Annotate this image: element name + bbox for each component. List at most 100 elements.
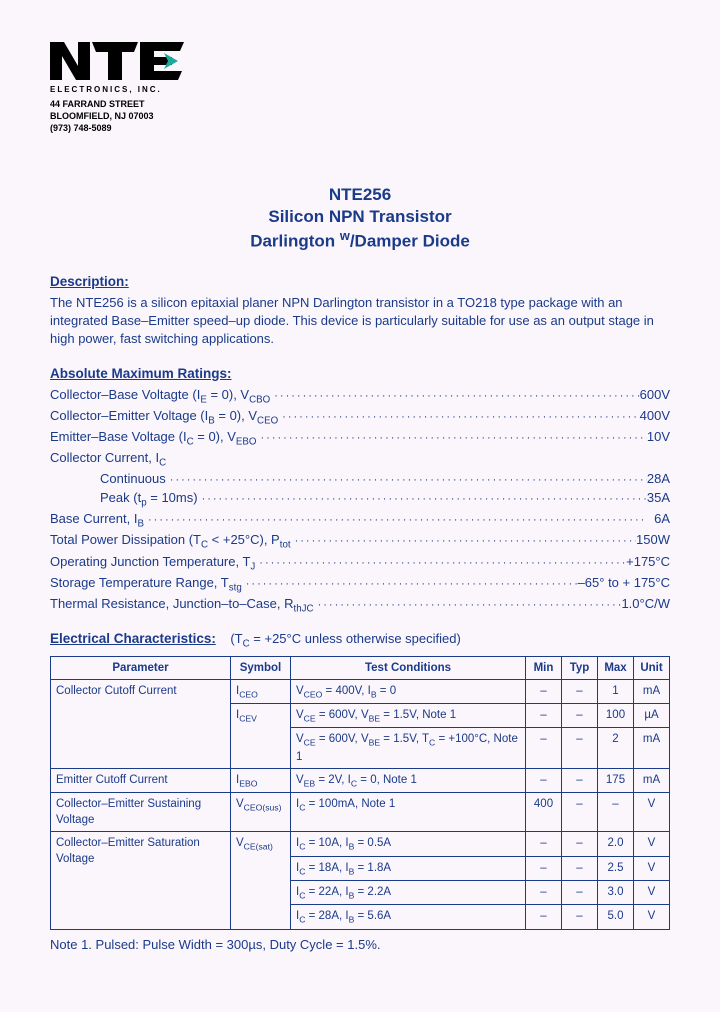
cell-min: 400 bbox=[526, 793, 562, 832]
address-line: (973) 748-5089 bbox=[50, 123, 670, 135]
cell-typ: – bbox=[562, 881, 598, 905]
cell-min: – bbox=[526, 768, 562, 792]
cell-unit: mA bbox=[634, 679, 670, 703]
description-text: The NTE256 is a silicon epitaxial planer… bbox=[50, 294, 670, 349]
rating-label: Emitter–Base Voltage (IC = 0), VEBO bbox=[50, 428, 257, 449]
rating-dots bbox=[198, 492, 647, 507]
col-unit: Unit bbox=[634, 656, 670, 679]
title-part-number: NTE256 bbox=[50, 184, 670, 206]
cell-parameter: Collector–Emitter Saturation Voltage bbox=[51, 832, 231, 929]
cell-conditions: IC = 10A, IB = 0.5A bbox=[291, 832, 526, 856]
cell-min: – bbox=[526, 728, 562, 768]
cell-max: 175 bbox=[598, 768, 634, 792]
rating-value: 35A bbox=[647, 489, 670, 507]
cell-typ: – bbox=[562, 768, 598, 792]
rating-dots bbox=[278, 410, 639, 425]
cell-min: – bbox=[526, 856, 562, 880]
electrical-heading: Electrical Characteristics: bbox=[50, 631, 216, 646]
rating-value: 600V bbox=[640, 386, 670, 404]
cell-conditions: VCE = 600V, VBE = 1.5V, Note 1 bbox=[291, 703, 526, 727]
cell-max: 5.0 bbox=[598, 905, 634, 929]
rating-label: Total Power Dissipation (TC < +25°C), Pt… bbox=[50, 531, 291, 552]
cell-symbol: ICEV bbox=[231, 703, 291, 768]
rating-label: Collector–Emitter Voltage (IB = 0), VCEO bbox=[50, 407, 278, 428]
rating-dots bbox=[257, 431, 647, 446]
cell-max: 2.0 bbox=[598, 832, 634, 856]
table-row: Emitter Cutoff CurrentIEBOVEB = 2V, IC =… bbox=[51, 768, 670, 792]
cell-max: 1 bbox=[598, 679, 634, 703]
cell-unit: V bbox=[634, 793, 670, 832]
footnote: Note 1. Pulsed: Pulse Width = 300µs, Dut… bbox=[50, 936, 670, 954]
cell-max: – bbox=[598, 793, 634, 832]
table-row: Collector Cutoff CurrentICEOVCEO = 400V,… bbox=[51, 679, 670, 703]
cell-typ: – bbox=[562, 703, 598, 727]
rating-dots bbox=[166, 473, 647, 488]
cell-typ: – bbox=[562, 679, 598, 703]
cell-symbol: IEBO bbox=[231, 768, 291, 792]
rating-row: Collector–Emitter Voltage (IB = 0), VCEO… bbox=[50, 407, 670, 428]
col-parameter: Parameter bbox=[51, 656, 231, 679]
company-header: ELECTRONICS, INC. 44 FARRAND STREET BLOO… bbox=[50, 40, 670, 134]
cell-parameter: Collector Cutoff Current bbox=[51, 679, 231, 768]
cell-unit: mA bbox=[634, 768, 670, 792]
rating-label: Operating Junction Temperature, TJ bbox=[50, 553, 255, 574]
rating-dots bbox=[291, 534, 636, 549]
cell-parameter: Collector–Emitter Sustaining Voltage bbox=[51, 793, 231, 832]
title-subtype: Darlington w/Damper Diode bbox=[50, 228, 670, 253]
cell-max: 2 bbox=[598, 728, 634, 768]
company-subtitle: ELECTRONICS, INC. bbox=[50, 84, 670, 95]
rating-label: Peak (tp = 10ms) bbox=[100, 489, 198, 510]
rating-value: 150W bbox=[636, 531, 670, 549]
rating-row: Total Power Dissipation (TC < +25°C), Pt… bbox=[50, 531, 670, 552]
rating-row: Collector–Base Voltagte (IE = 0), VCBO 60… bbox=[50, 386, 670, 407]
rating-label: Continuous bbox=[100, 470, 166, 488]
rating-label: Base Current, IB bbox=[50, 510, 144, 531]
rating-row: Peak (tp = 10ms) 35A bbox=[50, 489, 670, 510]
cell-max: 3.0 bbox=[598, 881, 634, 905]
cell-conditions: IC = 100mA, Note 1 bbox=[291, 793, 526, 832]
cell-typ: – bbox=[562, 728, 598, 768]
rating-value: 28A bbox=[647, 470, 670, 488]
table-header-row: Parameter Symbol Test Conditions Min Typ… bbox=[51, 656, 670, 679]
cell-conditions: IC = 18A, IB = 1.8A bbox=[291, 856, 526, 880]
cell-conditions: VEB = 2V, IC = 0, Note 1 bbox=[291, 768, 526, 792]
cell-symbol: ICEO bbox=[231, 679, 291, 703]
cell-unit: V bbox=[634, 832, 670, 856]
cell-unit: V bbox=[634, 856, 670, 880]
rating-value: +175°C bbox=[626, 553, 670, 571]
description-heading: Description: bbox=[50, 273, 670, 292]
nte-logo-icon bbox=[50, 40, 190, 82]
cell-unit: V bbox=[634, 881, 670, 905]
rating-value: 10V bbox=[647, 428, 670, 446]
cell-typ: – bbox=[562, 905, 598, 929]
rating-value: 1.0°C/W bbox=[621, 595, 670, 613]
company-address: 44 FARRAND STREET BLOOMFIELD, NJ 07003 (… bbox=[50, 99, 670, 134]
cell-symbol: VCEO(sus) bbox=[231, 793, 291, 832]
cell-unit: µA bbox=[634, 703, 670, 727]
col-max: Max bbox=[598, 656, 634, 679]
rating-row: Operating Junction Temperature, TJ +175°C bbox=[50, 553, 670, 574]
rating-label: Collector–Base Voltagte (IE = 0), VCBO bbox=[50, 386, 270, 407]
col-typ: Typ bbox=[562, 656, 598, 679]
document-title: NTE256 Silicon NPN Transistor Darlington… bbox=[50, 184, 670, 253]
address-line: BLOOMFIELD, NJ 07003 bbox=[50, 111, 670, 123]
cell-unit: mA bbox=[634, 728, 670, 768]
cell-max: 2.5 bbox=[598, 856, 634, 880]
rating-row: Storage Temperature Range, Tstg–65° to +… bbox=[50, 574, 670, 595]
rating-value: –65° to + 175°C bbox=[578, 574, 670, 592]
title-device-type: Silicon NPN Transistor bbox=[50, 206, 670, 228]
cell-min: – bbox=[526, 881, 562, 905]
rating-row: Thermal Resistance, Junction–to–Case, Rt… bbox=[50, 595, 670, 616]
cell-max: 100 bbox=[598, 703, 634, 727]
cell-typ: – bbox=[562, 856, 598, 880]
ratings-list: Collector–Base Voltagte (IE = 0), VCBO 60… bbox=[50, 386, 670, 617]
cell-symbol: VCE(sat) bbox=[231, 832, 291, 929]
rating-label: Collector Current, IC bbox=[50, 449, 166, 470]
table-row: Collector–Emitter Saturation VoltageVCE(… bbox=[51, 832, 670, 856]
ratings-heading: Absolute Maximum Ratings: bbox=[50, 365, 670, 384]
cell-typ: – bbox=[562, 832, 598, 856]
cell-min: – bbox=[526, 905, 562, 929]
cell-unit: V bbox=[634, 905, 670, 929]
address-line: 44 FARRAND STREET bbox=[50, 99, 670, 111]
electrical-condition-note: (TC = +25°C unless otherwise specified) bbox=[230, 631, 460, 646]
